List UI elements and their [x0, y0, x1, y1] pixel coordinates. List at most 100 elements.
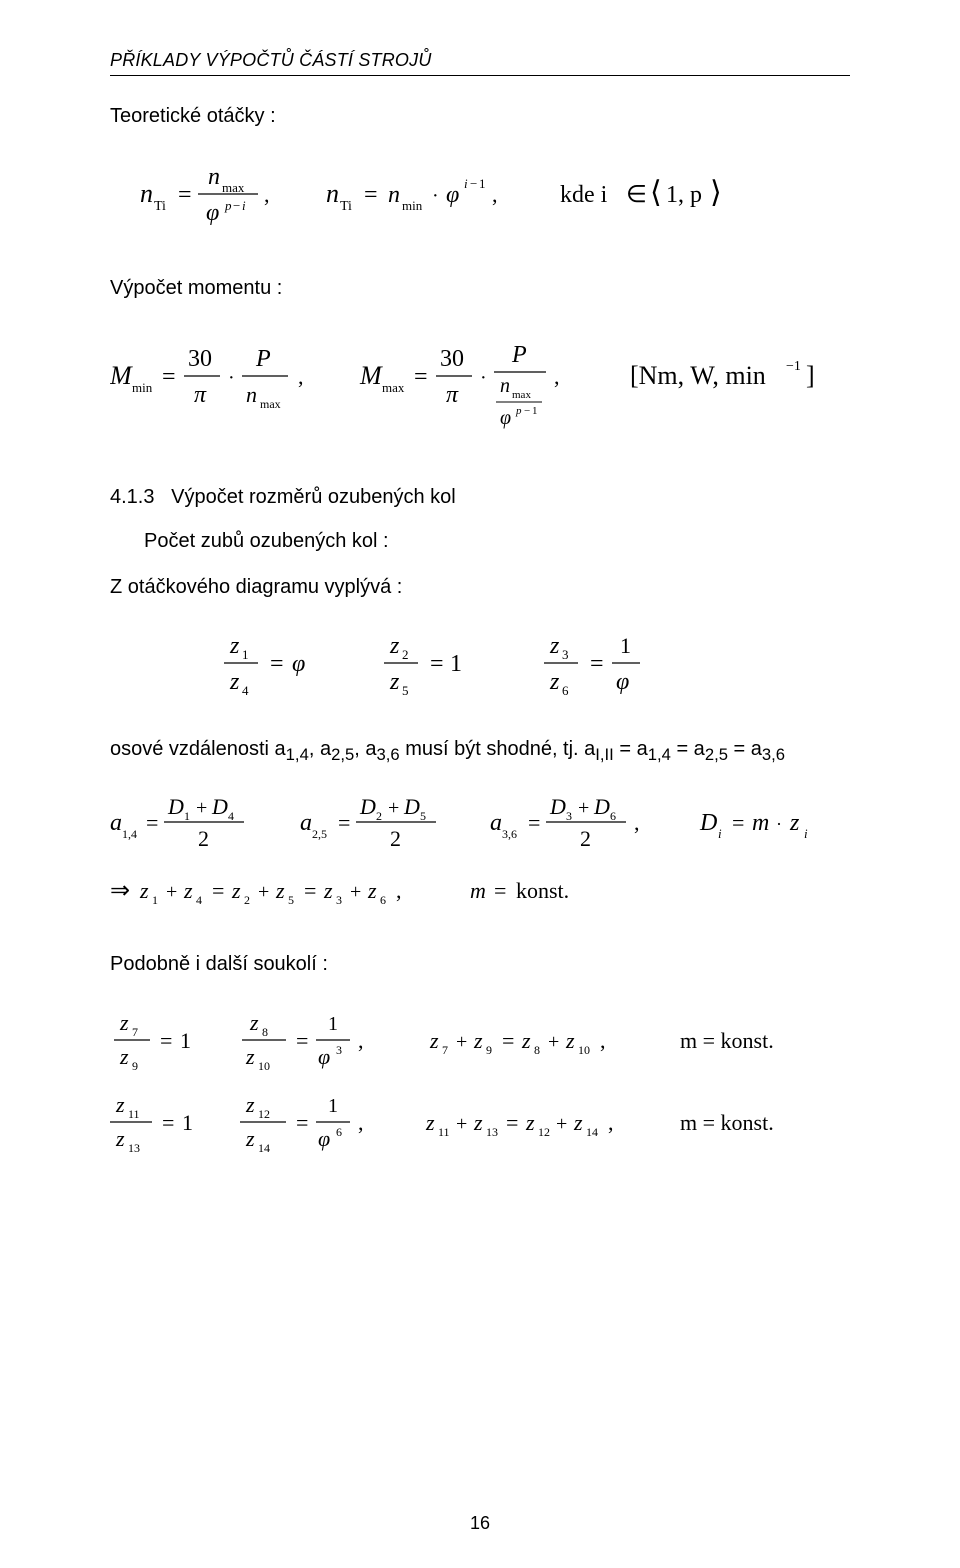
z10s: 10: [258, 1059, 270, 1073]
a14: a: [110, 810, 122, 836]
P2: P: [511, 342, 527, 368]
section-teoreticke-title: Teoretické otáčky :: [110, 102, 850, 130]
z5bs: 5: [288, 893, 294, 907]
eq-m2: =: [414, 364, 428, 390]
eq-r1: =: [160, 1028, 172, 1053]
eq-a36: =: [528, 810, 540, 835]
sym-n2: n: [326, 179, 339, 208]
z2bs: 2: [244, 893, 250, 907]
phi-r3: φ: [616, 669, 629, 695]
eqb1: =: [212, 878, 224, 903]
section-413: 4.1.3 Výpočet rozměrů ozubených kol: [110, 486, 850, 509]
page: PŘÍKLADY VÝPOČTŮ ČÁSTÍ STROJŮ Teoretické…: [0, 0, 960, 1568]
M2: M: [359, 361, 383, 390]
z8bs: 8: [534, 1043, 540, 1057]
dot-m2: ·: [480, 367, 487, 389]
z14b: z: [573, 1110, 583, 1135]
running-head: PŘÍKLADY VÝPOČTŮ ČÁSTÍ STROJŮ: [110, 50, 850, 71]
plusb1: +: [166, 881, 177, 903]
comma-r4: ,: [608, 1110, 614, 1135]
comma2: ,: [492, 182, 498, 207]
z13n: z: [115, 1126, 125, 1151]
P1: P: [255, 346, 271, 372]
z12s: 12: [258, 1107, 270, 1121]
dot-m1: ·: [228, 367, 235, 389]
z13s: 13: [128, 1141, 140, 1155]
z8s: 8: [262, 1025, 268, 1039]
z7bs: 7: [442, 1043, 448, 1057]
u1: [Nm, W, min: [630, 361, 766, 390]
plusb2: +: [258, 881, 269, 903]
sub-ti2: Ti: [340, 199, 352, 214]
z10b: z: [565, 1028, 575, 1053]
two2: 2: [390, 826, 401, 851]
D3s: 3: [566, 809, 572, 823]
phi-r2b: φ: [318, 1044, 330, 1069]
z13b: z: [473, 1110, 483, 1135]
sub-min2: min: [132, 380, 153, 395]
D2: D: [359, 794, 376, 819]
z10n: z: [245, 1044, 255, 1069]
eq-phi: =: [270, 651, 284, 677]
sym-eq2: =: [364, 182, 378, 208]
z9n: z: [119, 1044, 129, 1069]
sym-n: n: [140, 179, 153, 208]
thirty1: 30: [188, 346, 212, 372]
in: ∈: [626, 182, 647, 208]
one-r3: 1: [620, 633, 631, 658]
z5s: 5: [402, 683, 409, 698]
commab: ,: [396, 878, 402, 903]
n2: n: [500, 375, 510, 397]
sub-max3: max: [382, 380, 405, 395]
eq-a-D: a 1,4 = D 1 + D 4 2 a 2,5 = D 2 + D 5 2 …: [110, 788, 850, 918]
z1n: z: [229, 633, 240, 659]
plus3: +: [578, 797, 589, 819]
eq-moment: M min = 30 π · P n max , M max = 30 π · …: [110, 324, 850, 454]
D6: D: [593, 794, 610, 819]
eq-r6: =: [506, 1110, 518, 1135]
exp-i2: i: [464, 176, 468, 191]
D2s: 2: [376, 809, 382, 823]
two1: 2: [198, 826, 209, 851]
z11n: z: [115, 1092, 125, 1117]
line-osove: osové vzdálenosti a1,4, a2,5, a3,6 musí …: [110, 735, 850, 766]
plus-r2: +: [548, 1031, 559, 1053]
header-rule: [110, 75, 850, 76]
comma-m2: ,: [554, 364, 560, 389]
D1: D: [167, 794, 184, 819]
eq-r3: =: [502, 1028, 514, 1053]
z12bs: 12: [538, 1125, 550, 1139]
M1: M: [110, 361, 133, 390]
comma-D: ,: [634, 810, 640, 835]
z10bs: 10: [578, 1043, 590, 1057]
eq-one: =: [430, 651, 444, 677]
sub-z-otackoveho: Z otáčkového diagramu vyplývá :: [110, 573, 850, 601]
z14n: z: [245, 1126, 255, 1151]
exp-p: p: [224, 198, 232, 213]
z6bs: 6: [380, 893, 386, 907]
phi-r1: φ: [292, 651, 305, 677]
sub-max2: max: [260, 397, 281, 411]
z7n: z: [119, 1010, 129, 1035]
z3s: 3: [562, 647, 569, 662]
one-r1b: 1: [180, 1028, 191, 1053]
dot-Di: ·: [776, 814, 782, 834]
phi2: φ: [446, 182, 459, 208]
one-r2: 1: [450, 651, 462, 677]
a36: a: [490, 810, 502, 836]
thirty2: 30: [440, 346, 464, 372]
zi-i: i: [804, 826, 808, 841]
den-phi: φ: [206, 200, 219, 226]
m-eq: m: [470, 878, 486, 903]
eq-z-ratios: z 1 z 4 = φ z 2 z 5 = 1 z 3 z 6 = 1 φ: [110, 623, 850, 703]
exp-p2: p: [515, 405, 522, 417]
sub-ti: Ti: [154, 199, 166, 214]
plusb3: +: [350, 881, 361, 903]
z9b: z: [473, 1028, 483, 1053]
arrow: ⇒: [110, 878, 130, 904]
z1bs: 1: [152, 893, 158, 907]
z4n: z: [229, 669, 240, 695]
sub-podobne: Podobně i další soukolí :: [110, 950, 850, 978]
D4: D: [211, 794, 228, 819]
num-nmax: n: [208, 164, 220, 190]
